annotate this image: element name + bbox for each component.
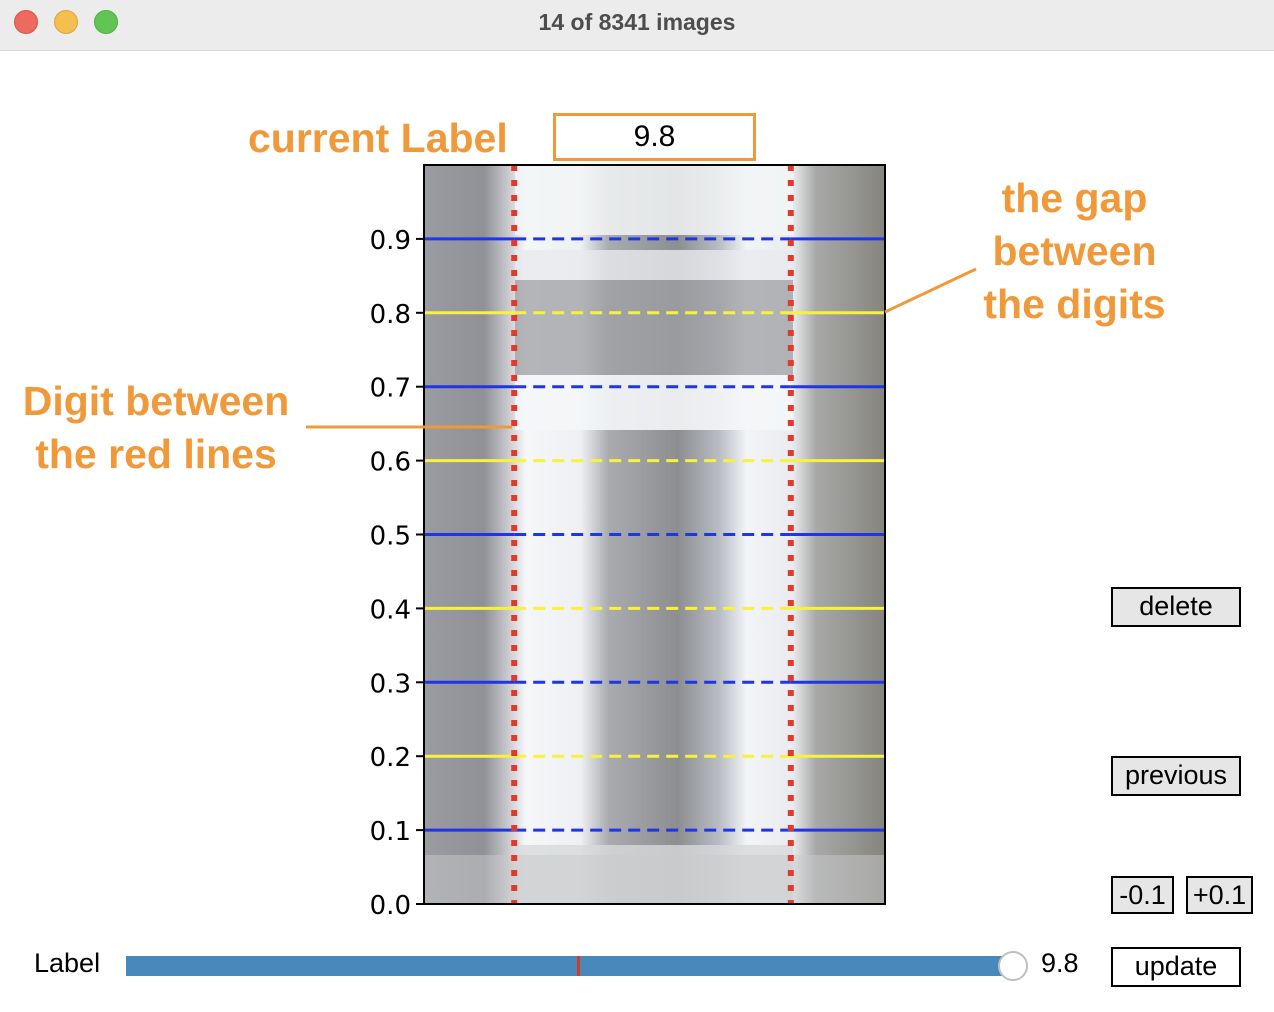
previous-button[interactable]: previous (1111, 756, 1241, 796)
window-title: 14 of 8341 images (538, 9, 736, 35)
current-label-annotation: current Label (248, 115, 508, 161)
y-tick-label: 0.5 (370, 522, 411, 552)
delete-button[interactable]: delete (1111, 587, 1241, 627)
slider-initial-marker (577, 956, 580, 976)
minimize-window-button[interactable] (54, 10, 78, 34)
slider-value: 9.8 (1041, 948, 1079, 978)
y-tick-label: 0.7 (370, 374, 411, 404)
increment-button[interactable]: +0.1 (1186, 876, 1253, 914)
slider-label: Label (34, 948, 101, 978)
close-window-button[interactable] (14, 10, 38, 34)
current-label-value: 9.8 (553, 113, 756, 161)
y-tick-label: 0.4 (370, 595, 411, 625)
y-tick-label: 0.0 (370, 891, 411, 921)
title-bar: 14 of 8341 images (0, 0, 1274, 51)
gap-annotation-pointer (884, 267, 977, 314)
slider-handle[interactable] (998, 951, 1028, 981)
y-tick-label: 0.9 (370, 226, 411, 256)
y-tick-label: 0.2 (370, 743, 411, 773)
digit-annotation: Digit between the red lines (22, 378, 290, 477)
gap-annotation: the gap between the digits (983, 175, 1166, 327)
decrement-button[interactable]: -0.1 (1111, 876, 1174, 914)
update-button[interactable]: update (1111, 947, 1241, 987)
y-tick-label: 0.6 (370, 448, 411, 478)
label-slider[interactable] (126, 956, 1014, 976)
y-tick-label: 0.1 (370, 817, 411, 847)
maximize-window-button[interactable] (94, 10, 118, 34)
y-tick-label: 0.8 (370, 300, 411, 330)
y-tick-label: 0.3 (370, 669, 411, 699)
